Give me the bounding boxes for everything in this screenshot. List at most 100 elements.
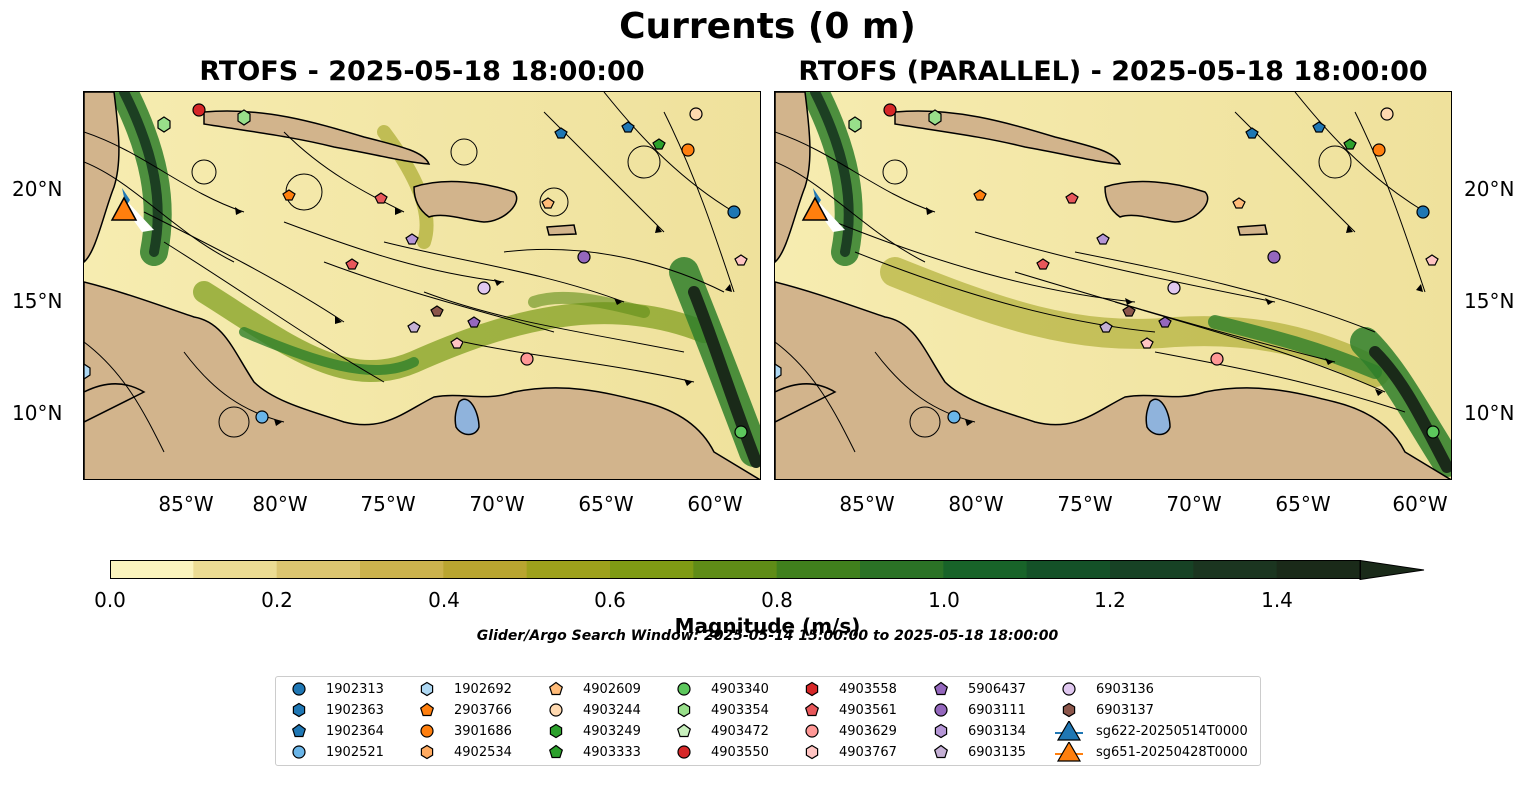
legend-label: 6903136	[1096, 681, 1154, 697]
legend-marker-icon	[419, 702, 435, 717]
stream-arrows	[235, 207, 732, 426]
legend-marker-icon	[292, 745, 306, 759]
lon-label: 75°W	[1057, 492, 1113, 516]
legend: 1902313 1902363 1902364 1902521 1902692 29037…	[275, 676, 1261, 766]
legend-item: 4903354	[669, 700, 769, 720]
legend-label: 4903561	[839, 702, 897, 718]
glider-tracks	[110, 188, 154, 232]
legend-marker-icon	[1055, 721, 1083, 741]
legend-marker-icon	[933, 744, 949, 759]
colorbar-segment	[443, 560, 528, 579]
panel-title-rtofs-parallel: RTOFS (PARALLEL) - 2025-05-18 18:00:00	[798, 56, 1428, 87]
legend-marker-icon	[805, 681, 819, 697]
legend-item: sg622-20250514T0000	[1054, 721, 1248, 741]
legend-label: 1902521	[326, 744, 384, 760]
legend-label: 1902313	[326, 681, 384, 697]
lon-label: 80°W	[252, 492, 308, 516]
colorbar	[110, 560, 1425, 580]
glider-sg651-marker	[110, 196, 138, 221]
panel-title-rtofs: RTOFS - 2025-05-18 18:00:00	[199, 56, 645, 87]
lat-label-left: 10°N	[12, 401, 63, 425]
legend-label: 4903354	[711, 702, 769, 718]
legend-label: 1902364	[326, 723, 384, 739]
streamlines	[775, 92, 1426, 453]
legend-item: 4902609	[541, 679, 641, 699]
legend-item: 6903137	[1054, 700, 1154, 720]
legend-marker-icon	[1062, 702, 1076, 718]
legend-marker-icon	[420, 744, 434, 760]
lat-label-right: 15°N	[1464, 289, 1515, 313]
legend-item: 4903558	[797, 679, 897, 699]
colorbar-segments	[110, 560, 1425, 580]
legend-marker-icon	[292, 702, 306, 718]
legend-item: 4903561	[797, 700, 897, 720]
legend-label: 6903137	[1096, 702, 1154, 718]
colorbar-tick: 0.6	[594, 588, 626, 612]
colorbar-segment	[1026, 560, 1111, 579]
legend-item: 1902692	[412, 679, 512, 699]
legend-item: 3901686	[412, 721, 512, 741]
legend-label: 4903333	[583, 744, 641, 760]
map-panel-rtofs-parallel	[774, 91, 1452, 480]
colorbar-segment	[276, 560, 361, 579]
legend-label: 4903550	[711, 744, 769, 760]
legend-label: 4903340	[711, 681, 769, 697]
stream-arrows	[926, 207, 1423, 426]
figure-title: Currents (0 m)	[619, 6, 916, 47]
colorbar-segment	[1110, 560, 1194, 579]
legend-item: 4903244	[541, 700, 641, 720]
legend-item: 4903629	[797, 721, 897, 741]
legend-label: 4903244	[583, 702, 641, 718]
legend-item: 6903134	[926, 721, 1026, 741]
search-window-text: Glider/Argo Search Window: 2025-05-14 15…	[476, 628, 1059, 644]
legend-item: sg651-20250428T0000	[1054, 742, 1248, 762]
lon-label: 75°W	[360, 492, 416, 516]
legend-label: 4903249	[583, 723, 641, 739]
colorbar-segment	[776, 560, 861, 579]
legend-marker-icon	[934, 703, 948, 717]
legend-item: 1902521	[284, 742, 384, 762]
legend-label: 6903111	[968, 702, 1026, 718]
map-rtofs	[84, 92, 760, 479]
legend-item: 4903767	[797, 742, 897, 762]
colorbar-segment	[1193, 560, 1278, 579]
lat-label-right: 10°N	[1464, 401, 1515, 425]
colorbar-tick: 1.0	[928, 588, 960, 612]
legend-marker-icon	[420, 681, 434, 697]
float-markers	[84, 103, 748, 439]
colorbar-frame	[110, 560, 1361, 579]
land	[775, 92, 1451, 479]
legend-marker-icon	[549, 723, 563, 739]
legend-item: 6903136	[1054, 679, 1154, 699]
legend-marker-icon	[291, 723, 307, 738]
colorbar-tick: 0.8	[761, 588, 793, 612]
colorbar-segment	[943, 560, 1028, 579]
legend-item: 4903550	[669, 742, 769, 762]
legend-item: 4903333	[541, 742, 641, 762]
legend-item: 6903135	[926, 742, 1026, 762]
colorbar-segment	[860, 560, 944, 579]
legend-marker-icon	[677, 702, 691, 718]
legend-marker-icon	[292, 682, 306, 696]
legend-label: 4903629	[839, 723, 897, 739]
legend-marker-icon	[677, 682, 691, 696]
map-panel-rtofs	[83, 91, 761, 480]
lon-label: 85°W	[158, 492, 214, 516]
lon-label: 60°W	[687, 492, 743, 516]
legend-item: 1902363	[284, 700, 384, 720]
legend-item: 1902313	[284, 679, 384, 699]
lat-label-left: 20°N	[12, 177, 63, 201]
legend-label: 3901686	[454, 723, 512, 739]
colorbar-segment	[526, 560, 611, 579]
colorbar-segment	[193, 560, 278, 579]
float-markers	[775, 103, 1440, 439]
lon-label: 60°W	[1392, 492, 1448, 516]
legend-marker-icon	[548, 744, 564, 759]
legend-marker-icon	[548, 681, 564, 696]
colorbar-tick: 0.0	[94, 588, 126, 612]
colorbar-segment	[610, 560, 694, 579]
colorbar-label: Magnitude (m/s)	[674, 614, 861, 638]
legend-marker-icon	[1062, 682, 1076, 696]
lat-label-left: 15°N	[12, 289, 63, 313]
current-swaths	[775, 92, 1451, 477]
